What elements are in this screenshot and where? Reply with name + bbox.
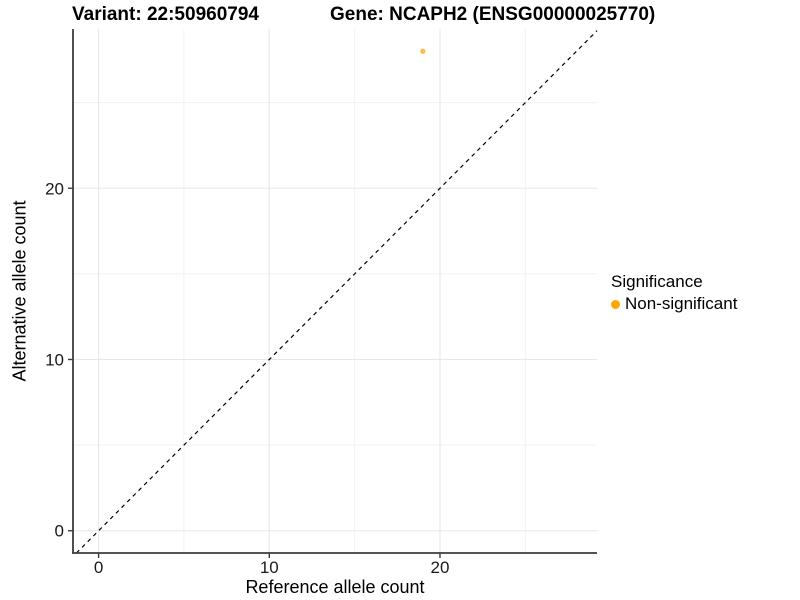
legend-item-label: Non-significant — [625, 294, 738, 313]
legend-item: Non-significant — [611, 294, 737, 314]
identity-dashed-line — [75, 30, 598, 554]
x-tick-label: 20 — [431, 558, 450, 577]
y-tick-label: 20 — [45, 179, 64, 198]
y-tick-label: 10 — [45, 350, 64, 369]
legend-title: Significance — [611, 272, 703, 291]
plot-title-variant: Variant: 22:50960794 — [72, 4, 259, 25]
y-axis-title: Alternative allele count — [9, 200, 30, 382]
y-tick-label: 0 — [55, 522, 64, 541]
legend-point-icon — [611, 299, 620, 309]
data-point — [420, 48, 426, 54]
legend: Significance Non-significant — [611, 272, 737, 314]
x-axis-title: Reference allele count — [245, 577, 425, 597]
plot-title-gene: Gene: NCAPH2 (ENSG00000025770) — [330, 4, 656, 25]
x-tick-label: 10 — [260, 558, 279, 577]
x-tick-label: 0 — [94, 558, 103, 577]
